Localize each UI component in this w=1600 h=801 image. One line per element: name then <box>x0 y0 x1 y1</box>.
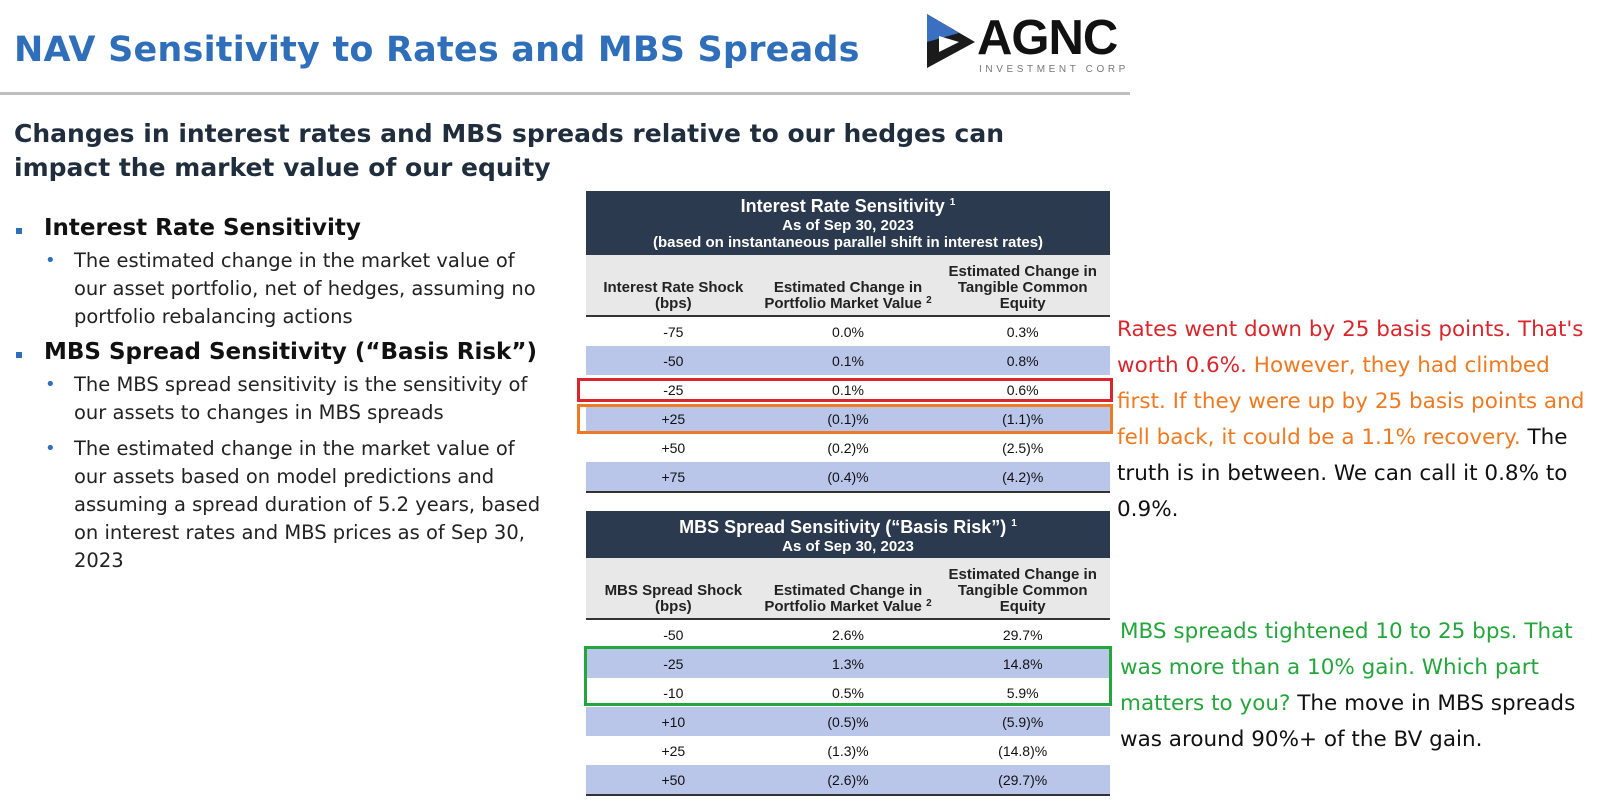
mbs-annotation: MBS spreads tightened 10 to 25 bps. That… <box>1120 614 1590 758</box>
mbs-spread-table: MBS Spread Sensitivity (“Basis Risk”) 1 … <box>586 511 1110 796</box>
table-cell-pmv: (0.4)% <box>827 468 869 485</box>
bullet-mbs-text-1: The MBS spread sensitivity is the sensit… <box>14 371 544 427</box>
logo-subtitle: INVESTMENT CORP <box>979 64 1129 75</box>
interest-rate-table-asof: As of Sep 30, 2023 <box>782 217 914 234</box>
table-row: -25 1.3% 14.8% <box>586 649 1110 678</box>
footnote-marker: 1 <box>949 197 956 208</box>
table-cell-tce: (4.2)% <box>1002 468 1044 485</box>
table-cell-shock: -10 <box>663 684 684 701</box>
table-row: -25 0.1% 0.6% <box>586 375 1110 404</box>
table-cell-pmv: 0.1% <box>832 352 864 369</box>
table-row: -10 0.5% 5.9% <box>586 678 1110 707</box>
table-cell-shock: +75 <box>661 468 686 485</box>
table-row: +50 (2.6)% (29.7)% <box>586 765 1110 796</box>
table-cell-tce: 0.8% <box>1006 352 1039 369</box>
table-row: -50 0.1% 0.8% <box>586 346 1110 375</box>
highlight-red-box <box>577 378 1113 402</box>
table-cell-tce: 0.6% <box>1006 381 1039 398</box>
table-cell-pmv: (2.6)% <box>827 771 869 788</box>
table-cell-pmv: 0.1% <box>832 381 864 398</box>
bullet-mbs-heading: MBS Spread Sensitivity (“Basis Risk”) <box>14 339 544 365</box>
highlight-orange-box <box>577 404 1113 434</box>
interest-rate-table-header: Interest Rate Sensitivity 1 As of Sep 30… <box>586 191 1110 255</box>
bullet-mbs-text-2: The estimated change in the market value… <box>14 435 544 575</box>
table-cell-tce: (1.1)% <box>1002 410 1044 427</box>
col-header-shock: Interest Rate Shock (bps) <box>603 279 744 312</box>
interest-rate-column-headers: Interest Rate Shock (bps) Estimated Chan… <box>586 255 1110 317</box>
table-cell-shock: +25 <box>661 742 686 759</box>
col-header-portfolio: Estimated Change in Portfolio Market Val… <box>764 582 932 615</box>
rate-annotation-black: The truth is in between. We can call it … <box>1117 425 1568 522</box>
table-cell-tce: 5.9% <box>1006 684 1039 701</box>
page-title: NAV Sensitivity to Rates and MBS Spreads <box>14 30 860 70</box>
title-divider <box>0 92 1130 95</box>
slide-subtitle: Changes in interest rates and MBS spread… <box>14 119 1005 182</box>
table-row: -50 2.6% 29.7% <box>586 620 1110 649</box>
table-cell-tce: (2.5)% <box>1002 439 1044 456</box>
bullet-interest-rate-heading: Interest Rate Sensitivity <box>14 215 544 241</box>
table-cell-shock: -50 <box>663 352 684 369</box>
mbs-annotation-black: The move in MBS spreads was around 90%+ … <box>1120 691 1576 752</box>
table-cell-shock: +25 <box>661 410 686 427</box>
logo-wordmark: AGNC <box>977 11 1118 65</box>
table-cell-pmv: 2.6% <box>832 626 864 643</box>
table-cell-pmv: (0.5)% <box>827 713 869 730</box>
table-row: +25 (1.3)% (14.8)% <box>586 736 1110 765</box>
bullet-interest-rate-text: The estimated change in the market value… <box>14 247 544 331</box>
table-cell-shock: -50 <box>663 626 684 643</box>
table-row: -75 0.0% 0.3% <box>586 317 1110 346</box>
table-cell-pmv: (0.1)% <box>827 410 869 427</box>
interest-rate-rows: -75 0.0% 0.3% -50 0.1% 0.8% -25 0.1% 0.6% +25 (0.1… <box>586 317 1110 493</box>
mbs-table-title: MBS Spread Sensitivity (“Basis Risk”) <box>679 517 1007 537</box>
col-header-tce: Estimated Change in Tangible Common Equi… <box>948 566 1097 615</box>
agnc-logo: AGNC INVESTMENT CORP <box>925 11 1130 76</box>
mbs-table-asof: As of Sep 30, 2023 <box>782 538 914 555</box>
table-cell-tce: 29.7% <box>1002 626 1043 643</box>
table-cell-shock: +50 <box>661 439 686 456</box>
footnote-marker: 1 <box>1011 518 1017 529</box>
table-cell-shock: -25 <box>663 381 684 398</box>
col-header-portfolio: Estimated Change in Portfolio Market Val… <box>764 279 932 312</box>
table-cell-pmv: 1.3% <box>832 655 864 672</box>
table-row: +75 (0.4)% (4.2)% <box>586 462 1110 493</box>
rate-annotation-red: Rates went down by 25 basis points. That… <box>1117 317 1584 378</box>
table-cell-shock: +50 <box>661 771 686 788</box>
table-cell-pmv: 0.0% <box>832 323 864 340</box>
interest-rate-table-note: (based on instantaneous parallel shift i… <box>652 234 1044 251</box>
table-cell-shock: -25 <box>663 655 684 672</box>
rate-annotation: Rates went down by 25 basis points. That… <box>1117 312 1600 528</box>
mbs-column-headers: MBS Spread Shock (bps) Estimated Change … <box>586 558 1110 620</box>
col-header-shock: MBS Spread Shock (bps) <box>604 582 743 615</box>
table-cell-tce: 14.8% <box>1002 655 1043 672</box>
table-cell-shock: -75 <box>663 323 684 340</box>
table-cell-tce: 0.3% <box>1006 323 1039 340</box>
agnc-arrow-logo-icon <box>927 14 975 68</box>
table-cell-shock: +10 <box>661 713 686 730</box>
highlight-green-box <box>584 646 1112 706</box>
interest-rate-table-title: Interest Rate Sensitivity <box>740 196 945 216</box>
table-cell-tce: (5.9)% <box>1002 713 1044 730</box>
interest-rate-table: Interest Rate Sensitivity 1 As of Sep 30… <box>586 191 1110 493</box>
table-cell-tce: (14.8)% <box>998 742 1048 759</box>
table-row: +25 (0.1)% (1.1)% <box>586 404 1110 433</box>
rate-annotation-orange: However, they had climbed first. If they… <box>1117 353 1585 450</box>
mbs-table-header: MBS Spread Sensitivity (“Basis Risk”) 1 … <box>586 511 1110 558</box>
bullet-list: Interest Rate Sensitivity The estimated … <box>14 215 544 583</box>
mbs-annotation-green: MBS spreads tightened 10 to 25 bps. That… <box>1120 619 1573 716</box>
table-cell-tce: (29.7)% <box>998 771 1048 788</box>
mbs-rows: -50 2.6% 29.7% -25 1.3% 14.8% -10 0.5% 5.9% +10 (0… <box>586 620 1110 796</box>
table-cell-pmv: (0.2)% <box>827 439 869 456</box>
table-cell-pmv: 0.5% <box>832 684 864 701</box>
col-header-tce: Estimated Change in Tangible Common Equi… <box>948 263 1097 312</box>
table-cell-pmv: (1.3)% <box>827 742 869 759</box>
table-row: +50 (0.2)% (2.5)% <box>586 433 1110 462</box>
table-row: +10 (0.5)% (5.9)% <box>586 707 1110 736</box>
